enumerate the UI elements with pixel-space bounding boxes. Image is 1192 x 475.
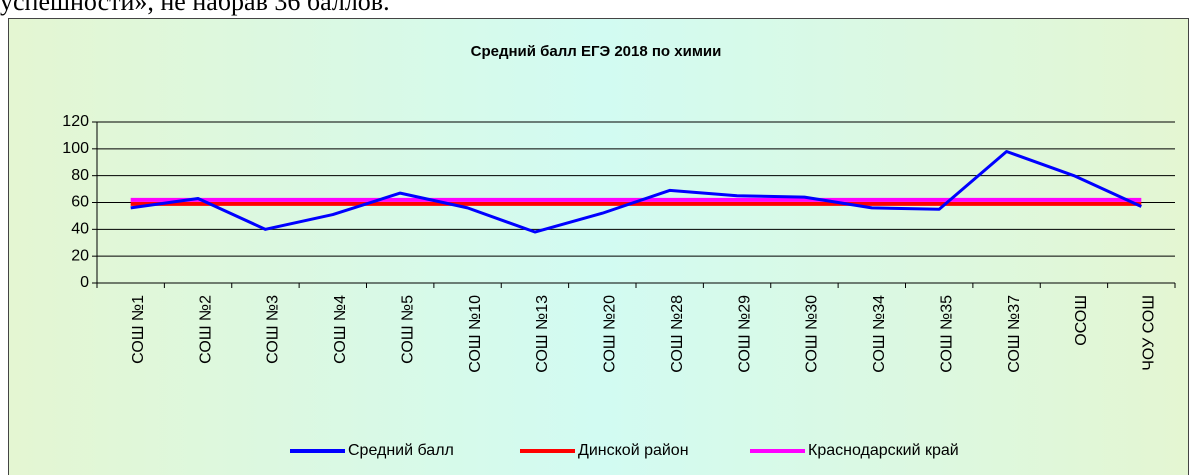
series-line [130,150,1142,234]
y-tick-label: 60 [71,194,89,211]
document-text: успешности», не набрав 36 баллов. [0,0,390,16]
y-tick-label: 80 [71,167,89,184]
x-tick-label: СОШ №35 [938,295,955,373]
x-tick-label: СОШ №5 [399,295,416,364]
y-tick-label: 20 [71,247,89,264]
x-tick-label: СОШ №20 [602,295,619,373]
y-tick-label: 120 [62,113,89,130]
chart-title: Средний балл ЕГЭ 2018 по химии [471,43,722,60]
x-tick-label: СОШ №4 [332,295,349,364]
x-tick-label: ОСОШ [1073,295,1090,346]
x-tick-label: СОШ №28 [669,295,686,373]
x-tick-label: СОШ №13 [534,295,551,373]
legend-label: Динской район [578,442,689,459]
x-tick-label: СОШ №10 [467,295,484,373]
legend-label: Средний балл [348,442,454,459]
x-tick-label: СОШ №37 [1006,295,1023,373]
x-tick-label: СОШ №2 [197,295,214,364]
x-tick-label: СОШ №30 [804,295,821,373]
x-tick-label: ЧОУ СОШ [1141,295,1158,371]
y-tick-label: 0 [80,274,89,291]
chart-frame [8,18,1189,475]
y-tick-label: 100 [62,140,89,157]
y-tick-label: 40 [71,221,89,238]
x-tick-label: СОШ №34 [871,295,888,373]
legend-label: Краснодарский край [808,442,959,459]
x-tick-label: СОШ №3 [265,295,282,364]
x-tick-label: СОШ №29 [736,295,753,373]
x-tick-label: СОШ №1 [130,295,147,364]
